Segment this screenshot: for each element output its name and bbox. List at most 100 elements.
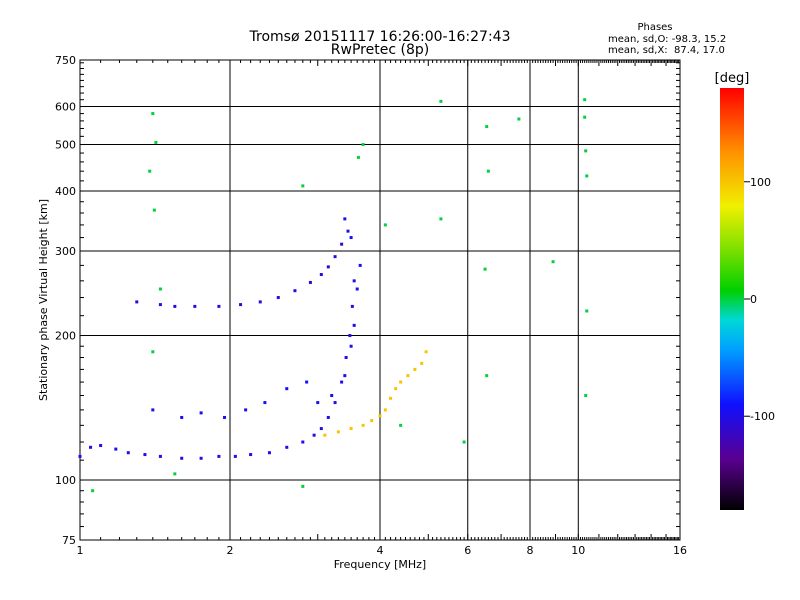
data-point [462,440,466,444]
data-point [439,99,443,103]
data-point [143,453,147,457]
y-tick-label: 500 [55,139,76,152]
data-point [420,361,424,365]
data-point [91,489,95,493]
x-axis-ticks: 1 2 4 6 8 10 16 [77,60,687,557]
data-point [584,394,588,398]
y-tick-label: 200 [55,330,76,343]
phases-heading: Phases [637,22,672,33]
chart-subtitle: RwPretec (8p) [331,42,429,58]
y-axis-label: Stationary phase Virtual Height [km] [37,199,50,401]
data-point [340,242,344,246]
phases-x-line: mean, sd,X: 87.4, 17.0 [608,45,725,56]
data-point [361,143,365,147]
data-point [305,380,309,384]
data-point [263,401,267,405]
data-point [413,367,417,371]
data-point [158,454,162,458]
data-point [378,414,382,418]
colorbar-tick-label: -100 [750,410,775,423]
y-tick-label: 600 [55,101,76,114]
data-point [330,394,334,398]
data-point [180,415,184,419]
data-point [285,387,289,391]
data-point [355,287,359,291]
data-point [244,408,248,412]
x-tick-label: 2 [227,544,234,557]
data-point [135,300,139,304]
y-tick-label: 400 [55,185,76,198]
data-point [389,396,393,400]
colorbar-tick-label: 0 [750,293,757,306]
data-point [336,430,340,434]
data-point [158,287,162,291]
colorbar-label: [deg] [715,71,750,86]
data-point [276,296,280,300]
data-point [217,304,221,308]
data-point [343,217,347,221]
data-point [239,303,243,307]
data-point [326,415,330,419]
y-tick-label: 750 [55,54,76,67]
data-point [424,350,428,354]
data-point [199,456,203,460]
data-point [126,451,130,455]
data-point [406,374,410,378]
data-points [78,98,589,493]
data-point [180,456,184,460]
data-point [333,401,337,405]
data-point [333,255,337,259]
data-point [350,304,354,308]
colorbar-ticks: 100 0 -100 [744,176,775,423]
data-point [439,217,443,221]
y-tick-label: 75 [62,534,76,547]
data-point [361,423,365,427]
data-point [352,323,356,327]
data-point [343,374,347,378]
data-point [99,444,103,448]
data-point [267,451,271,455]
data-point [583,98,587,102]
data-point [285,445,289,449]
data-point [583,115,587,119]
data-point [154,140,158,144]
data-point [308,280,312,284]
data-point [551,260,555,264]
data-point [199,411,203,415]
data-point [152,208,156,212]
data-point [483,267,487,271]
data-point [394,387,398,391]
x-tick-label: 6 [464,544,471,557]
data-point [585,309,589,313]
data-point [585,174,589,178]
phases-o-line: mean, sd,O: -98.3, 15.2 [608,34,726,45]
data-point [344,355,348,359]
data-point [233,454,237,458]
data-point [486,169,490,173]
y-tick-label: 100 [55,474,76,487]
data-point [352,279,356,283]
x-axis-label: Frequency [MHz] [334,558,426,571]
data-point [356,155,360,159]
data-point [316,401,320,405]
colorbar [720,88,744,510]
data-point [89,445,93,449]
data-point [346,229,350,233]
y-tick-label: 300 [55,245,76,258]
colorbar-tick-label: 100 [750,176,771,189]
data-point [312,433,316,437]
data-point [323,433,327,437]
data-point [349,236,353,240]
data-point [399,380,403,384]
data-point [584,149,588,153]
data-point [151,112,155,116]
data-point [517,117,521,121]
data-point [399,423,403,427]
data-point [326,265,330,269]
data-point [319,427,323,431]
data-point [319,273,323,277]
data-point [383,223,387,227]
data-point [114,447,118,451]
data-point [348,334,352,338]
chart-title: Tromsø 20151117 16:26:00-16:27:43 [249,29,511,45]
